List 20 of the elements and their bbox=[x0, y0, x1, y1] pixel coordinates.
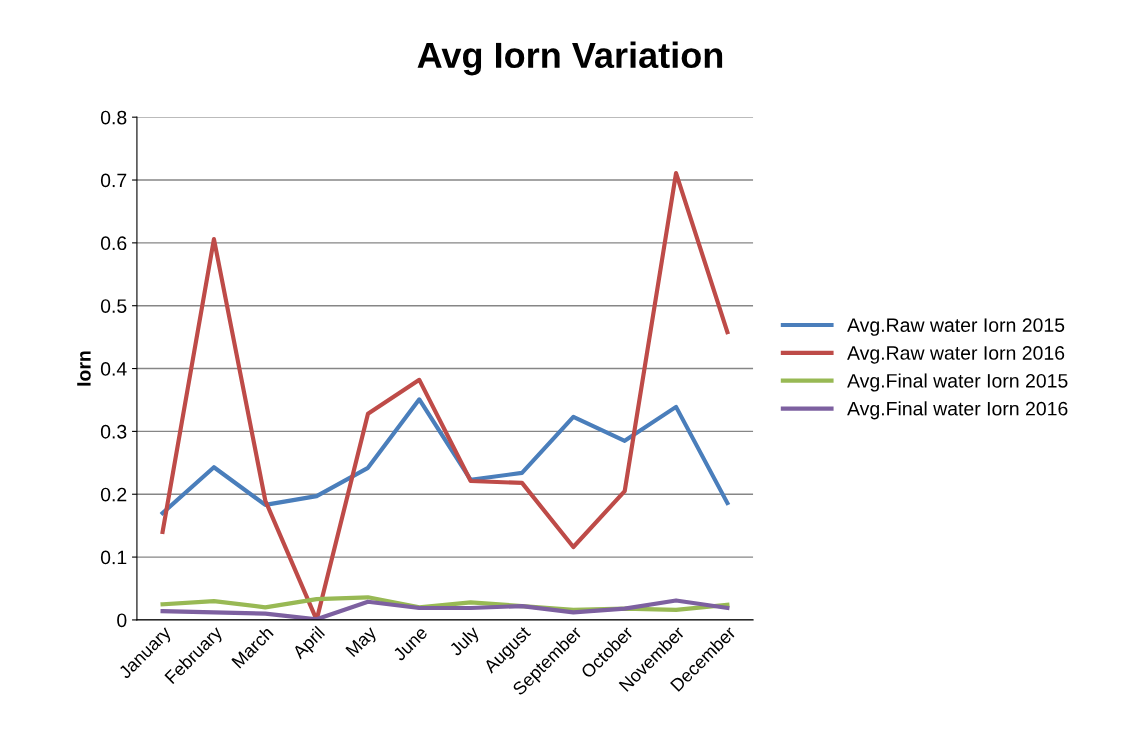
y-tick-label: 0.7 bbox=[100, 173, 127, 188]
y-tick-label: 0.1 bbox=[100, 550, 127, 565]
y-axis-title: Iorn bbox=[77, 351, 91, 386]
y-tick-label: 0.3 bbox=[100, 424, 127, 439]
legend-label: Avg.Final water Iorn 2016 bbox=[847, 401, 1068, 420]
y-tick-label: 0.4 bbox=[100, 362, 127, 376]
chart-title: Avg Iorn Variation bbox=[417, 41, 723, 76]
x-tick-label: May bbox=[345, 625, 380, 660]
y-tick-label: 0.8 bbox=[100, 110, 127, 125]
line-series bbox=[160, 171, 730, 620]
legend-label: Avg.Final water Iorn 2015 bbox=[847, 373, 1068, 392]
legend-label: Avg.Raw water Iorn 2015 bbox=[847, 318, 1065, 336]
line-series bbox=[160, 598, 730, 620]
x-tick-label: July bbox=[448, 624, 483, 660]
line-series bbox=[160, 397, 730, 516]
y-tick-label: 0.2 bbox=[100, 487, 127, 502]
y-tick-label: 0.6 bbox=[100, 236, 127, 251]
legend-label: Avg.Raw water Iorn 2016 bbox=[847, 346, 1065, 364]
y-tick-label: 0 bbox=[117, 613, 127, 628]
y-tick-label: 0.5 bbox=[100, 299, 127, 313]
